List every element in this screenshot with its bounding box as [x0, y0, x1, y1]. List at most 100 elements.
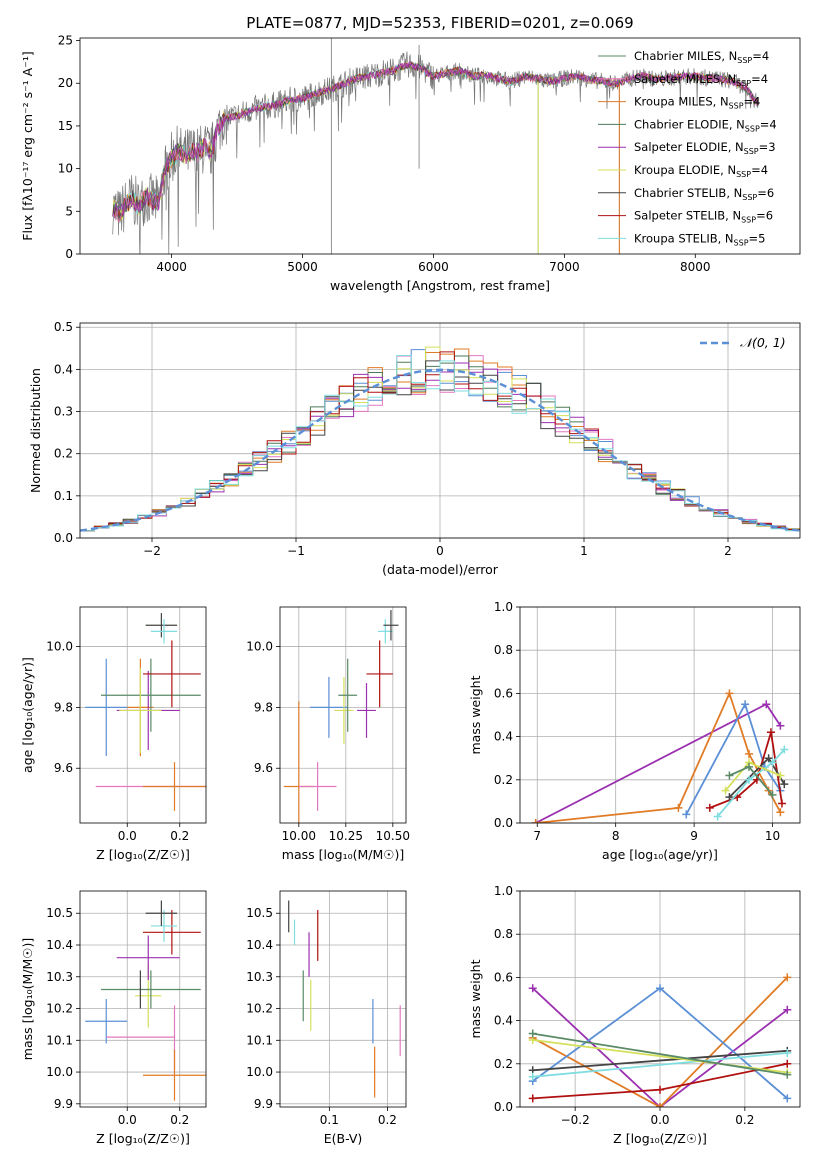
- y-tick-label: 10.5: [46, 906, 73, 920]
- axes-frame: [519, 606, 801, 824]
- x-tick-label: 8: [612, 829, 620, 843]
- plot-area: [288, 900, 401, 1098]
- x-tick-label: 2: [724, 544, 732, 558]
- y-axis-label: mass weight: [468, 675, 483, 754]
- weight-marker: [721, 786, 730, 795]
- weight-marker: [674, 803, 683, 812]
- axes-frame: [279, 606, 407, 824]
- weight-series-line: [716, 748, 785, 818]
- errorbar-point: [310, 676, 348, 738]
- x-axis-label: mass [log₁₀(M/M☉)]: [282, 847, 404, 862]
- weight-series-line: [532, 976, 788, 1107]
- y-axis-label: mass [log₁₀(M/M☉)]: [20, 938, 35, 1060]
- y-tick-label: 0.3: [54, 405, 73, 419]
- errorbar-point: [366, 640, 393, 708]
- y-tick-label: 20: [58, 76, 73, 90]
- y-tick-label: 0.4: [494, 1014, 513, 1028]
- y-tick-label: 10.4: [46, 938, 73, 952]
- errorbar-point: [101, 970, 201, 1009]
- weight-marker: [780, 745, 789, 754]
- y-tick-label: 9.8: [254, 700, 273, 714]
- errorbar-point: [150, 910, 178, 942]
- weight-marker: [656, 1085, 664, 1094]
- model-spectrum-line: [112, 61, 759, 224]
- errorbar-point: [116, 935, 180, 980]
- z-vs-weight-panel: −0.2 0.0 0.2 0.0 0.2 0.4 0.6 0.8 1.0 Z [log₁₀(Z/Z…: [468, 884, 801, 1146]
- weight-series-line: [532, 987, 788, 1107]
- y-tick-label: 10.1: [246, 1033, 273, 1047]
- x-tick-label: 0.0: [118, 829, 137, 843]
- errorbar-point: [143, 762, 206, 811]
- errorbar-point: [298, 762, 337, 811]
- plot-area: [85, 900, 206, 1101]
- errorbar-point: [101, 658, 201, 732]
- weight-marker: [725, 689, 734, 698]
- spectrum-legend: Chabrier MILES, NSSP=4 Salpeter MILES, NS…: [598, 49, 777, 247]
- x-tick-label: 0.0: [118, 1113, 137, 1127]
- errorbar-point: [338, 658, 358, 732]
- y-tick-label: 25: [58, 34, 73, 48]
- weight-marker: [783, 1070, 792, 1079]
- x-tick-label: 1: [580, 544, 588, 558]
- y-tick-label: 1.0: [494, 600, 513, 614]
- x-tick-label: 0: [436, 544, 444, 558]
- weight-marker: [682, 810, 691, 819]
- figure-title: PLATE=0877, MJD=52353, FIBERID=0201, z=0…: [246, 14, 633, 32]
- y-tick-label: 0.5: [54, 320, 73, 334]
- legend-label: Chabrier STELIB, NSSP=6: [634, 186, 774, 202]
- axes-frame: [79, 322, 801, 539]
- y-tick-label: 0.6: [494, 970, 513, 984]
- weight-marker: [776, 808, 785, 817]
- y-tick-label: 10.2: [246, 1002, 273, 1016]
- z-vs-age-panel: 0.0 0.2 9.6 9.8 10.0 Z [log₁₀(Z/Z☉)] age [log₁…: [20, 606, 207, 862]
- weight-marker: [725, 793, 734, 802]
- errorbar-point: [383, 610, 399, 641]
- x-tick-label: 0.2: [170, 1113, 189, 1127]
- x-tick-label: 10.00: [282, 829, 316, 843]
- y-tick-label: 10.1: [46, 1033, 73, 1047]
- x-axis-label: E(B-V): [324, 1131, 363, 1146]
- y-tick-label: 10.0: [246, 640, 273, 654]
- x-tick-label: −2: [143, 544, 161, 558]
- y-tick-label: 0.2: [494, 773, 513, 787]
- weight-marker: [713, 812, 722, 821]
- plot-area: [85, 613, 206, 811]
- weight-series-line: [532, 1052, 788, 1078]
- weight-marker: [531, 819, 540, 823]
- y-tick-label: 9.9: [254, 1097, 273, 1111]
- x-tick-label: 4000: [156, 260, 187, 274]
- weight-marker: [741, 700, 750, 709]
- gaussian-curve: [80, 368, 800, 532]
- legend-label: Salpeter ELODIE, NSSP=3: [634, 140, 776, 156]
- legend-label: Salpeter STELIB, NSSP=6: [634, 209, 773, 225]
- x-axis-label: wavelength [Angstrom, rest frame]: [330, 278, 550, 293]
- weight-marker: [766, 728, 775, 737]
- weight-marker: [745, 775, 754, 784]
- weight-marker: [776, 771, 785, 780]
- y-tick-label: 10.5: [246, 906, 273, 920]
- y-tick-label: 0.4: [54, 362, 73, 376]
- weight-marker: [768, 790, 777, 799]
- residuals-legend: 𝒩(0, 1): [700, 335, 786, 350]
- errorbar-point: [145, 900, 178, 926]
- weight-marker: [780, 780, 789, 789]
- errorbar-point: [143, 640, 201, 708]
- axes-frame: [519, 890, 801, 1108]
- y-tick-label: 9.6: [254, 761, 273, 775]
- age-vs-weight-panel: 7 8 9 10 0.0 0.2 0.4 0.6 0.8 1.0 age [log₁₀(age/yr…: [468, 600, 801, 862]
- weight-series-line: [532, 1032, 788, 1076]
- plot-area: [80, 346, 800, 532]
- weight-marker: [528, 1029, 537, 1038]
- weight-marker: [762, 700, 771, 709]
- x-axis-label: Z [log₁₀(Z/Z☉)]: [613, 1131, 707, 1146]
- y-tick-label: 0.0: [54, 531, 73, 545]
- errorbar-point: [119, 667, 162, 754]
- errorbar-point: [85, 658, 128, 757]
- x-axis-label: (data-model)/error: [382, 562, 499, 577]
- weight-marker: [528, 984, 537, 993]
- x-axis-label: age [log₁₀(age/yr)]: [602, 847, 718, 862]
- mass-vs-age-panel: 10.00 10.25 10.50 9.6 9.8 10.0 mass [log₁₀(M/M…: [246, 606, 410, 862]
- z-vs-mass-panel: 0.0 0.2 9.9 10.0 10.1 10.2 10.3 10.4 10.5 Z [log₁…: [20, 890, 207, 1146]
- y-axis-label: Normed distribution: [28, 368, 43, 493]
- weight-series-line: [685, 701, 782, 815]
